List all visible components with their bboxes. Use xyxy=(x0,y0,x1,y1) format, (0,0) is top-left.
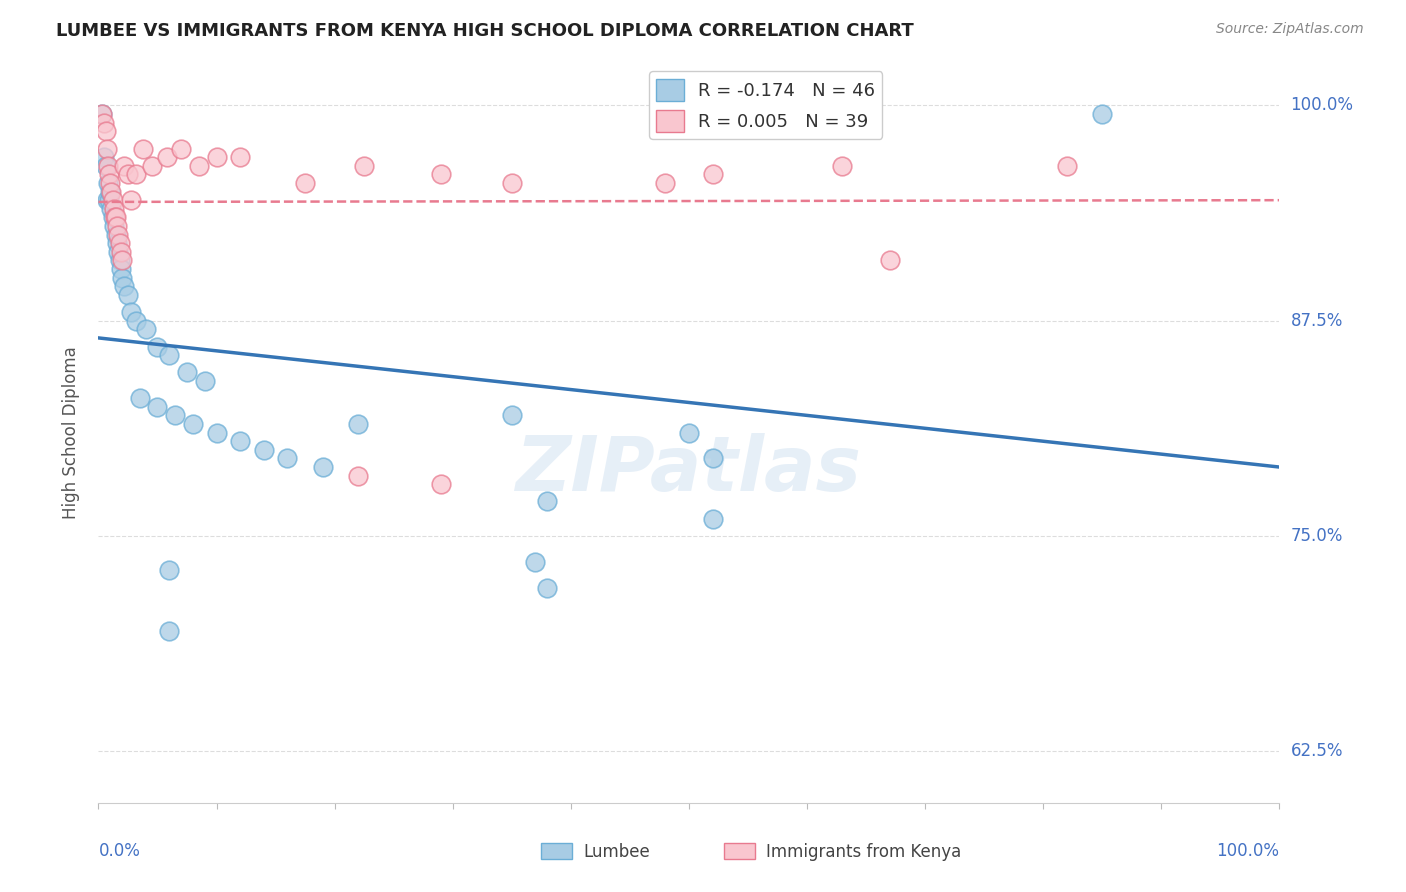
Text: Source: ZipAtlas.com: Source: ZipAtlas.com xyxy=(1216,22,1364,37)
Point xyxy=(713,822,735,836)
Point xyxy=(110,262,132,277)
Point xyxy=(101,193,124,207)
Point xyxy=(654,176,676,190)
Point xyxy=(91,107,114,121)
Text: ZIPatlas: ZIPatlas xyxy=(516,433,862,507)
Point xyxy=(157,563,180,577)
Point xyxy=(141,159,163,173)
Point xyxy=(111,253,134,268)
Point xyxy=(156,150,179,164)
Point xyxy=(94,124,117,138)
Point xyxy=(101,211,124,225)
Point xyxy=(108,253,131,268)
Point xyxy=(353,159,375,173)
Point xyxy=(229,434,252,449)
Point xyxy=(831,159,853,173)
Point xyxy=(146,339,169,353)
Point xyxy=(205,425,228,440)
Point xyxy=(107,244,129,259)
Point xyxy=(165,409,187,423)
Point xyxy=(110,244,132,259)
Point xyxy=(107,227,129,242)
Point xyxy=(96,193,118,207)
Text: Immigrants from Kenya: Immigrants from Kenya xyxy=(766,843,962,861)
Y-axis label: High School Diploma: High School Diploma xyxy=(62,346,80,519)
Point xyxy=(98,167,121,181)
Point xyxy=(121,305,143,319)
Point xyxy=(176,365,198,379)
Point xyxy=(702,167,724,181)
Point xyxy=(135,322,157,336)
Point xyxy=(430,167,453,181)
Point xyxy=(205,150,228,164)
Point xyxy=(98,176,121,190)
Point xyxy=(117,288,139,302)
Point xyxy=(105,219,128,233)
Point xyxy=(276,451,298,466)
Point xyxy=(98,185,121,199)
Legend: R = -0.174   N = 46, R = 0.005   N = 39: R = -0.174 N = 46, R = 0.005 N = 39 xyxy=(650,71,882,139)
Point xyxy=(91,107,114,121)
Point xyxy=(103,219,125,233)
Point xyxy=(536,581,558,595)
Point xyxy=(170,142,193,156)
Point xyxy=(253,442,276,457)
Point xyxy=(536,494,558,508)
Point xyxy=(105,211,128,225)
Text: Lumbee: Lumbee xyxy=(583,843,650,861)
Point xyxy=(702,512,724,526)
Point xyxy=(100,185,122,199)
Point xyxy=(524,555,547,569)
Point xyxy=(157,624,180,638)
Text: LUMBEE VS IMMIGRANTS FROM KENYA HIGH SCHOOL DIPLOMA CORRELATION CHART: LUMBEE VS IMMIGRANTS FROM KENYA HIGH SCH… xyxy=(56,22,914,40)
Point xyxy=(103,202,125,216)
Point xyxy=(1056,159,1078,173)
Point xyxy=(117,167,139,181)
Point xyxy=(125,167,148,181)
Point xyxy=(108,236,131,251)
Point xyxy=(93,150,115,164)
Point xyxy=(1091,107,1114,121)
Point xyxy=(104,211,127,225)
Point xyxy=(194,374,217,388)
Point xyxy=(112,159,135,173)
Point xyxy=(312,460,335,475)
Point xyxy=(97,176,120,190)
Point xyxy=(501,176,523,190)
Text: 62.5%: 62.5% xyxy=(1291,742,1343,760)
Point xyxy=(146,400,169,414)
Point xyxy=(96,142,118,156)
Point xyxy=(97,159,120,173)
Point xyxy=(181,417,204,431)
Point xyxy=(132,142,155,156)
Point xyxy=(879,253,901,268)
Point xyxy=(157,348,180,362)
Point xyxy=(678,425,700,440)
Point xyxy=(294,176,316,190)
Text: 75.0%: 75.0% xyxy=(1291,527,1343,545)
Point xyxy=(105,236,128,251)
Point xyxy=(105,227,128,242)
Point xyxy=(93,116,115,130)
Text: 100.0%: 100.0% xyxy=(1291,96,1354,114)
Point xyxy=(121,193,143,207)
Point xyxy=(100,202,122,216)
Point xyxy=(111,270,134,285)
Point xyxy=(229,150,252,164)
Point xyxy=(347,468,370,483)
Point xyxy=(128,391,150,405)
Point xyxy=(112,279,135,293)
Point xyxy=(430,477,453,491)
Point xyxy=(702,451,724,466)
Point xyxy=(187,159,209,173)
Point xyxy=(98,193,121,207)
Text: 0.0%: 0.0% xyxy=(98,842,141,860)
Text: 87.5%: 87.5% xyxy=(1291,311,1343,330)
Point xyxy=(347,417,370,431)
Text: 100.0%: 100.0% xyxy=(1216,842,1279,860)
Point xyxy=(501,409,523,423)
Point xyxy=(94,159,117,173)
Point xyxy=(125,314,148,328)
